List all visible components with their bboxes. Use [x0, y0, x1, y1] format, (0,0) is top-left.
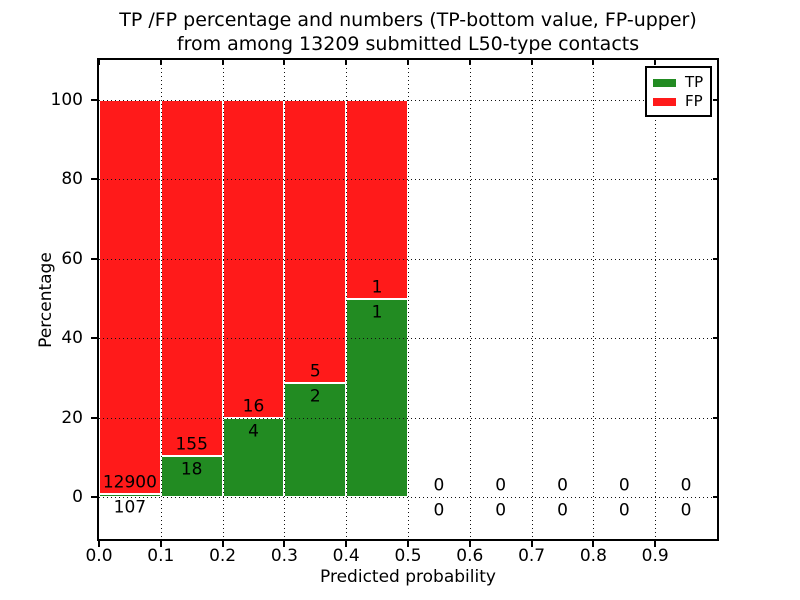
tp-count-label: 0 [680, 500, 692, 521]
legend: TP FP [645, 66, 712, 117]
fp-count-label: 0 [495, 475, 507, 496]
tp-count-label: 0 [618, 500, 630, 521]
x-tick-mark [98, 541, 100, 547]
y-axis-label: Percentage [36, 252, 56, 348]
x-tick-mark [468, 541, 471, 547]
x-tick-label: 0.4 [332, 546, 360, 566]
x-tick-label: 0.6 [456, 546, 484, 566]
x-tick-mark [530, 541, 533, 547]
y-tick-label: 80 [61, 169, 83, 190]
y-tick-mark [91, 178, 97, 181]
tp-count-label: 18 [180, 459, 203, 480]
tp-count-label: 1 [371, 302, 383, 322]
y-tick-label: 0 [72, 486, 83, 507]
x-tick-label: 0.1 [147, 546, 175, 566]
x-tick-label: 0.9 [641, 546, 669, 566]
y-tick-label: 100 [50, 90, 83, 111]
x-tick-mark [159, 541, 162, 547]
y-tick-mark [91, 257, 97, 260]
fp-count-label: 16 [242, 396, 265, 417]
x-tick-mark [407, 541, 409, 547]
tp-count-label: 2 [309, 386, 321, 407]
y-tick-label: 20 [61, 407, 83, 428]
x-gridline [222, 60, 224, 539]
fp-count-label: 0 [680, 475, 692, 496]
x-tick-mark-inner [98, 60, 100, 65]
fp-count-label: 1 [371, 277, 383, 297]
fp-count-label: 0 [433, 475, 445, 496]
x-tick-label: 0.5 [394, 546, 422, 566]
x-tick-mark [221, 541, 224, 547]
bar-fp-segment [99, 100, 161, 494]
legend-label-tp: TP [685, 73, 704, 91]
bar-fp-segment [160, 100, 223, 456]
tp-count-label: 0 [495, 500, 507, 521]
tp-count-label: 4 [248, 421, 259, 442]
bar-tp-segment [346, 298, 408, 497]
plot-area: 12900 107 155 18 16 4 5 2 1 1 0 0 0 0 0 0 0 0 0 0 0 20 40 60 80 1… [51, 60, 718, 565]
tp-count-label: 107 [113, 497, 147, 518]
y-tick-label: 40 [61, 328, 83, 349]
fp-count-label: 12900 [102, 472, 157, 493]
bar-tp-segment [99, 493, 161, 497]
tp-count-label: 0 [557, 500, 568, 521]
x-gridline [655, 60, 657, 539]
x-tick-label: 0.3 [270, 546, 298, 566]
x-gridline [160, 60, 162, 539]
chart-title-line2: from among 13209 submitted L50-type cont… [176, 33, 640, 55]
x-tick-mark [283, 541, 286, 547]
legend-swatch-fp [653, 97, 676, 106]
x-tick-label: 0.2 [209, 546, 237, 566]
x-axis-label: Predicted probability [320, 567, 496, 587]
bar-fp-segment [346, 100, 408, 299]
legend-swatch-tp [653, 78, 676, 87]
fp-count-label: 0 [557, 475, 568, 496]
x-gridline [593, 60, 595, 539]
legend-label-fp: FP [685, 92, 703, 110]
bar-fp-segment [284, 100, 347, 384]
x-gridline [284, 60, 286, 539]
x-gridline [408, 60, 409, 539]
y-tick-mark [91, 416, 97, 419]
x-tick-mark [345, 541, 348, 547]
legend-entry-tp: TP [653, 73, 710, 92]
fp-count-label: 155 [175, 434, 208, 455]
legend-entry-fp: FP [653, 92, 710, 111]
y-tick-label: 60 [61, 248, 83, 269]
x-gridline [531, 60, 533, 539]
bar-tp-segment [284, 383, 347, 497]
x-gridline [469, 60, 471, 539]
fp-count-label: 5 [309, 361, 321, 382]
bar-tp-segment [160, 455, 223, 497]
y-tick-mark [91, 99, 97, 102]
x-tick-label: 0.8 [579, 546, 607, 566]
y-tick-mark [91, 495, 97, 498]
y-tick-mark [91, 337, 97, 340]
x-tick-label: 0.7 [518, 546, 546, 566]
x-tick-label: 0.0 [85, 546, 113, 566]
fp-count-label: 0 [618, 475, 630, 496]
chart-title-line1: TP /FP percentage and numbers (TP-bottom… [119, 9, 697, 31]
x-tick-mark [592, 541, 595, 547]
x-tick-mark [654, 541, 657, 547]
x-gridline [346, 60, 348, 539]
tp-count-label: 0 [433, 500, 445, 521]
